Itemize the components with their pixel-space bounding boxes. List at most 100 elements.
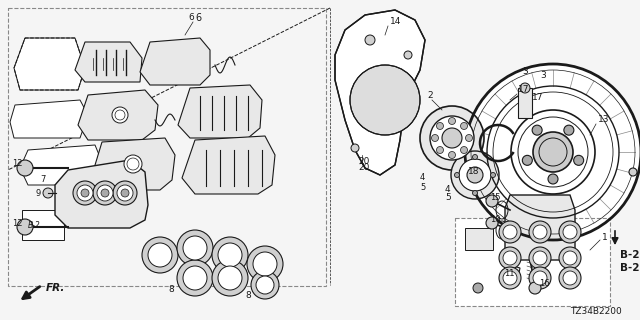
Polygon shape [92,138,175,190]
Circle shape [563,225,577,239]
Bar [22,210,64,240]
Text: 8: 8 [245,291,251,300]
Circle shape [449,151,456,158]
Circle shape [451,151,499,199]
Bar [455,218,610,306]
Circle shape [533,251,547,265]
Circle shape [461,123,468,130]
Polygon shape [10,100,88,138]
Circle shape [486,217,498,229]
Text: 3: 3 [540,71,546,81]
Circle shape [529,267,551,289]
Polygon shape [75,42,142,82]
Text: 4: 4 [445,186,451,195]
Text: FR.: FR. [46,283,65,293]
Circle shape [449,117,456,124]
Circle shape [113,181,137,205]
Text: 7: 7 [40,175,45,185]
Polygon shape [14,38,85,90]
Circle shape [97,185,113,201]
Circle shape [43,188,53,198]
Circle shape [256,276,274,294]
Circle shape [112,107,128,123]
Circle shape [520,83,530,93]
Text: 8: 8 [168,285,173,294]
Circle shape [467,167,483,183]
Bar [465,228,493,250]
Circle shape [529,221,551,243]
Circle shape [77,185,93,201]
Circle shape [459,159,491,191]
Circle shape [503,271,517,285]
Text: 13: 13 [598,116,609,124]
Circle shape [499,221,521,243]
Circle shape [559,247,581,269]
Text: B-2: B-2 [28,220,41,229]
Circle shape [533,271,547,285]
Text: 18: 18 [468,166,479,175]
Circle shape [563,251,577,265]
Circle shape [503,225,517,239]
Circle shape [461,147,468,154]
Circle shape [73,181,97,205]
Circle shape [486,195,498,207]
Circle shape [93,181,117,205]
Text: 9: 9 [36,188,41,197]
Text: 2: 2 [427,92,433,100]
Bar [518,88,532,118]
Circle shape [351,144,359,152]
Text: 5: 5 [420,183,425,193]
Text: B-21-1: B-21-1 [620,263,640,273]
Circle shape [183,266,207,290]
Text: TZ34B2200: TZ34B2200 [570,308,621,316]
Circle shape [499,267,521,289]
Circle shape [404,51,412,59]
Circle shape [436,123,444,130]
Text: 14: 14 [390,18,401,27]
Text: 12: 12 [12,219,22,228]
Circle shape [529,282,541,294]
Text: 12: 12 [12,159,22,169]
Circle shape [503,251,517,265]
Circle shape [253,252,277,276]
Text: 4: 4 [420,173,425,182]
Circle shape [17,160,33,176]
Circle shape [472,155,477,159]
Circle shape [532,125,542,135]
Circle shape [218,243,242,267]
Text: 17: 17 [532,93,543,102]
Polygon shape [506,265,520,278]
Text: 3: 3 [522,68,528,76]
Polygon shape [182,136,275,194]
Circle shape [183,236,207,260]
Circle shape [559,267,581,289]
Circle shape [529,247,551,269]
Circle shape [431,134,438,141]
Circle shape [350,65,420,135]
Text: 6: 6 [188,13,194,22]
Text: 20: 20 [358,157,369,166]
Polygon shape [335,10,425,175]
Polygon shape [55,160,148,228]
Circle shape [121,189,129,197]
Circle shape [442,128,462,148]
Circle shape [473,283,483,293]
Circle shape [499,247,521,269]
Circle shape [629,168,637,176]
Circle shape [251,271,279,299]
Bar [8,8,326,286]
Text: 20: 20 [358,164,369,172]
Polygon shape [140,38,210,85]
Circle shape [420,106,484,170]
Text: 10: 10 [490,215,500,225]
Circle shape [533,132,573,172]
Circle shape [177,260,213,296]
Circle shape [472,190,477,196]
Circle shape [573,155,584,165]
Circle shape [454,172,460,178]
Circle shape [465,64,640,240]
Text: 1: 1 [602,234,608,243]
Polygon shape [20,145,102,185]
Circle shape [101,189,109,197]
Circle shape [465,134,472,141]
